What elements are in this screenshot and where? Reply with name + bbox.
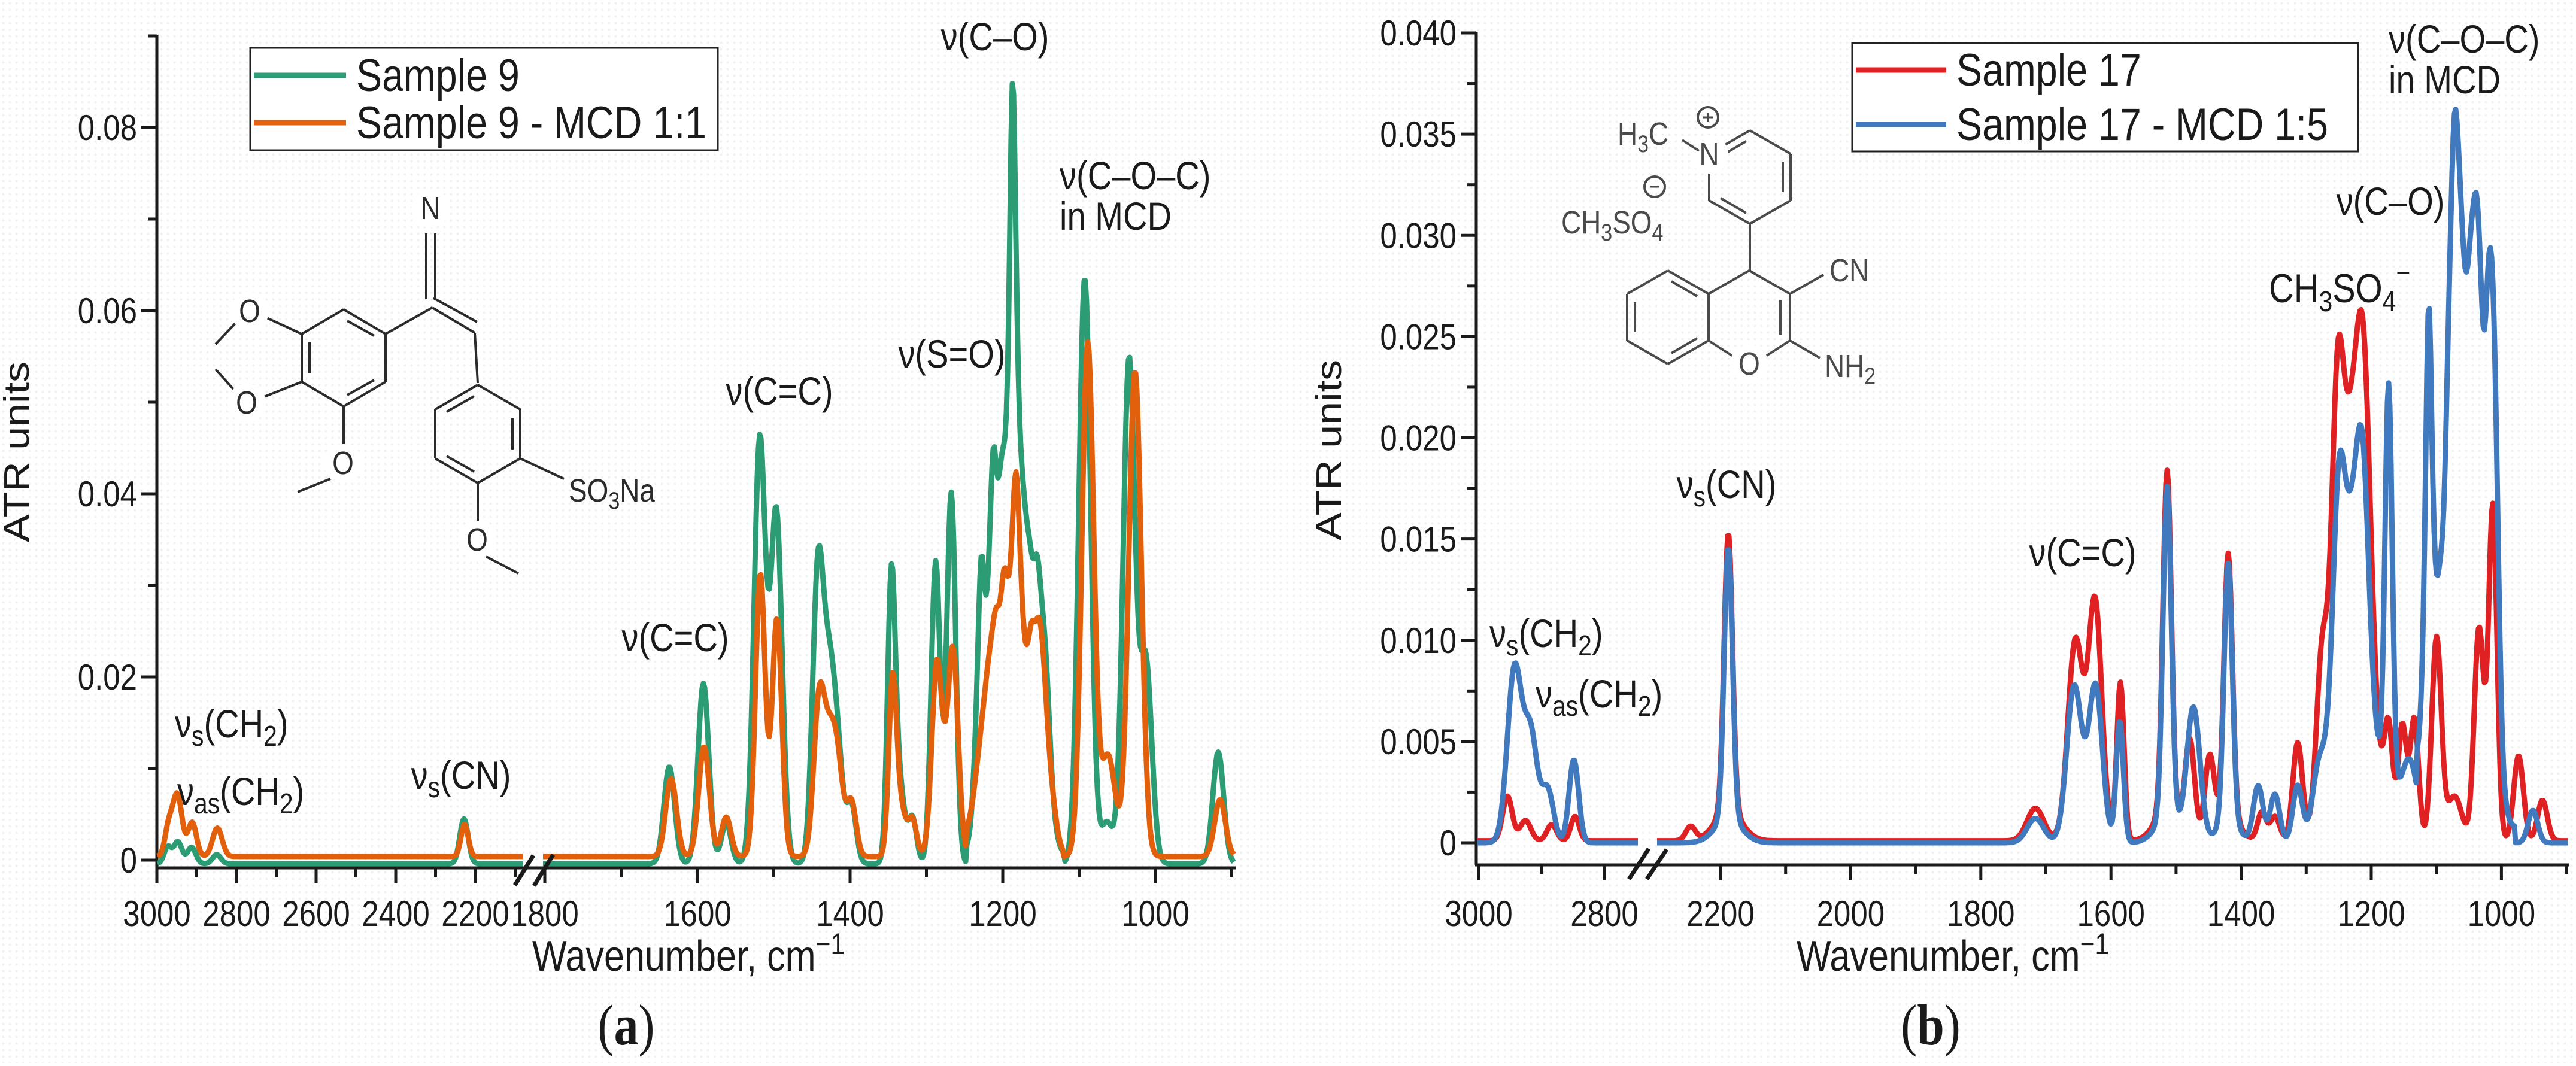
svg-text:Wavenumber, cm−1: Wavenumber, cm−1	[1797, 927, 2109, 980]
svg-text:νs(CN): νs(CN)	[411, 754, 511, 804]
svg-text:ν(C–O): ν(C–O)	[941, 15, 1049, 59]
svg-text:2800: 2800	[1570, 894, 1638, 934]
svg-text:in MCD: in MCD	[2389, 58, 2501, 102]
svg-text:0.030: 0.030	[1380, 215, 1457, 256]
svg-text:0.08: 0.08	[78, 108, 137, 148]
svg-text:ATR units: ATR units	[0, 362, 37, 542]
svg-text:1800: 1800	[1947, 894, 2014, 934]
svg-text:1000: 1000	[2468, 894, 2535, 934]
svg-text:0: 0	[120, 840, 137, 880]
svg-text:νas(CH2): νas(CH2)	[177, 770, 304, 820]
svg-text:2400: 2400	[362, 894, 429, 934]
svg-text:νs(CH2): νs(CH2)	[175, 702, 289, 752]
svg-text:ν(S=O): ν(S=O)	[898, 332, 1005, 376]
svg-text:1400: 1400	[816, 894, 884, 934]
svg-text:1600: 1600	[663, 894, 731, 934]
svg-text:0.040: 0.040	[1380, 13, 1457, 53]
svg-text:2200: 2200	[1686, 894, 1754, 934]
svg-text:Sample 17 - MCD 1:5: Sample 17 - MCD 1:5	[1956, 99, 2328, 150]
svg-text:(b): (b)	[1901, 994, 1961, 1058]
svg-text:in MCD: in MCD	[1060, 195, 1172, 238]
svg-text:3000: 3000	[123, 894, 190, 934]
svg-text:(a): (a)	[597, 994, 654, 1058]
svg-text:ν(C–O–C): ν(C–O–C)	[1060, 154, 1210, 198]
svg-text:ν(C=C): ν(C=C)	[621, 616, 729, 660]
svg-text:CH3SO4−: CH3SO4−	[2269, 257, 2410, 318]
svg-text:0.06: 0.06	[78, 291, 137, 331]
svg-text:ATR units: ATR units	[1309, 360, 1349, 540]
svg-text:νs(CN): νs(CN)	[1677, 463, 1777, 513]
svg-text:SO3Na: SO3Na	[569, 473, 655, 514]
svg-text:2000: 2000	[1817, 894, 1885, 934]
svg-text:1400: 1400	[2207, 894, 2275, 934]
svg-text:0.02: 0.02	[78, 657, 137, 697]
svg-text:ν(C=C): ν(C=C)	[726, 369, 833, 413]
svg-text:N: N	[1699, 136, 1719, 172]
svg-text:0.025: 0.025	[1380, 317, 1457, 357]
svg-text:0.035: 0.035	[1380, 114, 1457, 154]
svg-text:CH3SO4: CH3SO4	[1561, 205, 1663, 246]
svg-text:0.015: 0.015	[1380, 520, 1457, 560]
svg-text:νas(CH2): νas(CH2)	[1536, 672, 1662, 722]
svg-text:H3C: H3C	[1618, 116, 1668, 157]
svg-text:2200: 2200	[441, 894, 509, 934]
svg-text:ν(C–O–C): ν(C–O–C)	[2389, 17, 2539, 61]
svg-text:O: O	[1738, 346, 1760, 382]
svg-text:0.010: 0.010	[1380, 621, 1457, 661]
svg-text:Wavenumber, cm−1: Wavenumber, cm−1	[532, 927, 845, 980]
svg-text:CN: CN	[1829, 253, 1869, 288]
svg-text:1000: 1000	[1121, 894, 1189, 934]
svg-text:O: O	[236, 385, 257, 421]
svg-text:O: O	[239, 293, 260, 329]
svg-text:ν(C–O): ν(C–O)	[2337, 180, 2445, 223]
svg-text:ν(C=C): ν(C=C)	[2029, 531, 2136, 575]
svg-text:N: N	[420, 190, 440, 226]
svg-text:Sample 17: Sample 17	[1956, 44, 2141, 95]
svg-text:0: 0	[1440, 823, 1457, 863]
svg-text:2800: 2800	[202, 894, 270, 934]
svg-text:0.04: 0.04	[78, 474, 137, 514]
svg-text:1200: 1200	[969, 894, 1036, 934]
svg-text:1800: 1800	[511, 894, 578, 934]
svg-text:1600: 1600	[2077, 894, 2144, 934]
svg-text:3000: 3000	[1445, 894, 1512, 934]
svg-text:νs(CH2): νs(CH2)	[1489, 612, 1603, 662]
svg-text:NH2: NH2	[1825, 348, 1876, 390]
svg-text:O: O	[466, 522, 488, 558]
svg-text:0.020: 0.020	[1380, 418, 1457, 458]
svg-text:0.005: 0.005	[1380, 722, 1457, 762]
svg-text:Sample 9: Sample 9	[356, 50, 520, 101]
svg-text:1200: 1200	[2337, 894, 2405, 934]
svg-text:2600: 2600	[282, 894, 350, 934]
svg-text:O: O	[332, 445, 354, 481]
svg-text:Sample 9 - MCD 1:1: Sample 9 - MCD 1:1	[356, 97, 706, 148]
